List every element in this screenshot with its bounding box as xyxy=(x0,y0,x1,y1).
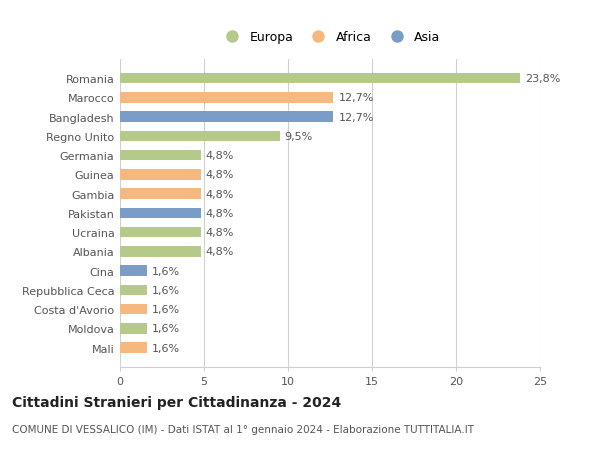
Bar xyxy=(120,227,200,238)
Text: Cittadini Stranieri per Cittadinanza - 2024: Cittadini Stranieri per Cittadinanza - 2… xyxy=(12,395,341,409)
Bar xyxy=(120,285,147,296)
Text: 12,7%: 12,7% xyxy=(338,112,374,123)
Bar xyxy=(120,189,200,200)
Bar xyxy=(120,73,520,84)
Text: 23,8%: 23,8% xyxy=(525,74,560,84)
Text: 1,6%: 1,6% xyxy=(152,285,180,295)
Text: 4,8%: 4,8% xyxy=(206,151,234,161)
Text: 4,8%: 4,8% xyxy=(206,208,234,218)
Text: 12,7%: 12,7% xyxy=(338,93,374,103)
Text: 4,8%: 4,8% xyxy=(206,189,234,199)
Bar xyxy=(120,343,147,353)
Bar xyxy=(120,93,334,103)
Text: 4,8%: 4,8% xyxy=(206,247,234,257)
Bar xyxy=(120,151,200,161)
Text: 4,8%: 4,8% xyxy=(206,170,234,180)
Text: 1,6%: 1,6% xyxy=(152,304,180,314)
Bar xyxy=(120,208,200,219)
Bar xyxy=(120,266,147,276)
Bar xyxy=(120,170,200,180)
Text: COMUNE DI VESSALICO (IM) - Dati ISTAT al 1° gennaio 2024 - Elaborazione TUTTITAL: COMUNE DI VESSALICO (IM) - Dati ISTAT al… xyxy=(12,425,474,435)
Text: 1,6%: 1,6% xyxy=(152,324,180,334)
Bar xyxy=(120,304,147,315)
Text: 1,6%: 1,6% xyxy=(152,343,180,353)
Text: 1,6%: 1,6% xyxy=(152,266,180,276)
Text: 4,8%: 4,8% xyxy=(206,228,234,238)
Bar xyxy=(120,246,200,257)
Bar xyxy=(120,131,280,142)
Legend: Europa, Africa, Asia: Europa, Africa, Asia xyxy=(215,26,445,49)
Bar xyxy=(120,112,334,123)
Bar xyxy=(120,324,147,334)
Text: 9,5%: 9,5% xyxy=(284,132,313,141)
